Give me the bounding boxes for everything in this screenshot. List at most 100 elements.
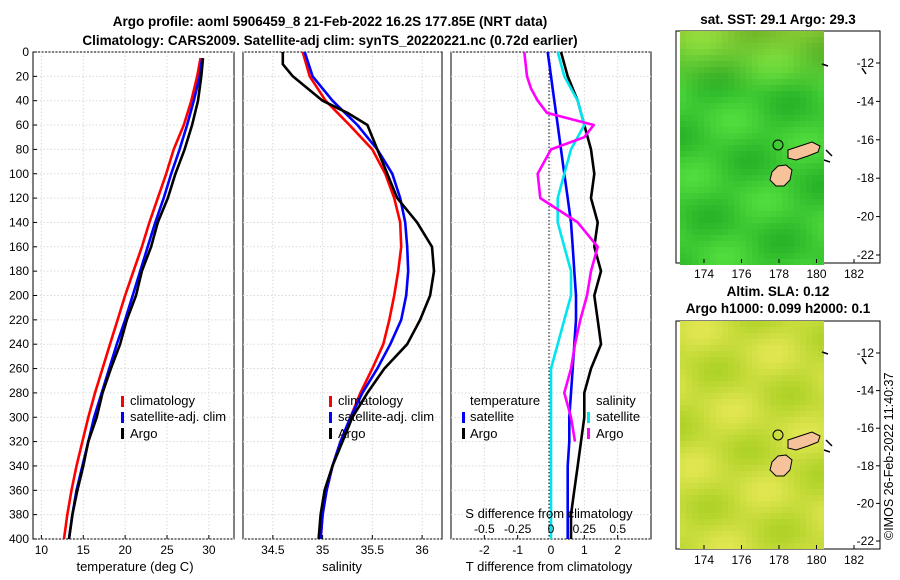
map-cell bbox=[800, 465, 806, 471]
map-cell bbox=[758, 253, 764, 259]
map-cell bbox=[746, 465, 752, 471]
map-cell bbox=[734, 375, 740, 381]
map-cell bbox=[740, 465, 746, 471]
map-cell bbox=[794, 181, 800, 187]
map-cell bbox=[818, 229, 824, 235]
map-cell bbox=[704, 453, 710, 459]
map-cell bbox=[680, 345, 686, 351]
map-cell bbox=[704, 333, 710, 339]
map-cell bbox=[764, 241, 770, 247]
map-cell bbox=[758, 43, 764, 49]
map-cell bbox=[716, 109, 722, 115]
map-cell bbox=[686, 375, 692, 381]
map-cell bbox=[710, 495, 716, 501]
map-cell bbox=[770, 477, 776, 483]
map-cell bbox=[716, 387, 722, 393]
map-cell bbox=[794, 259, 800, 265]
map-cell bbox=[812, 375, 818, 381]
map-cell bbox=[776, 121, 782, 127]
map-cell bbox=[704, 507, 710, 513]
s-tick-label: 0.5 bbox=[609, 522, 626, 536]
map-cell bbox=[686, 345, 692, 351]
map-cell bbox=[728, 333, 734, 339]
map-cell bbox=[812, 73, 818, 79]
map-cell bbox=[806, 423, 812, 429]
map-cell bbox=[812, 37, 818, 43]
map-cell bbox=[800, 127, 806, 133]
map-cell bbox=[686, 339, 692, 345]
map-cell bbox=[794, 321, 800, 327]
map-cell bbox=[758, 67, 764, 73]
map-cell bbox=[692, 375, 698, 381]
map-cell bbox=[704, 489, 710, 495]
map-cell bbox=[704, 163, 710, 169]
map-cell bbox=[710, 459, 716, 465]
map-cell bbox=[776, 447, 782, 453]
map-cell bbox=[722, 405, 728, 411]
map-cell bbox=[740, 133, 746, 139]
map-cell bbox=[818, 193, 824, 199]
map-cell bbox=[812, 223, 818, 229]
map-cell bbox=[728, 321, 734, 327]
map-cell bbox=[788, 253, 794, 259]
s-difference-ticks: -0.5 -0.25 0 0.25 0.5 bbox=[474, 522, 626, 536]
map-cell bbox=[812, 447, 818, 453]
map-cell bbox=[716, 525, 722, 531]
map-cell bbox=[788, 501, 794, 507]
map-cell bbox=[788, 43, 794, 49]
map-cell bbox=[812, 175, 818, 181]
map-cell bbox=[818, 501, 824, 507]
map-cell bbox=[776, 501, 782, 507]
map-cell bbox=[800, 187, 806, 193]
map-cell bbox=[698, 103, 704, 109]
difference-panel: -2 -1 0 1 2 T difference from climatology S … bbox=[450, 51, 652, 574]
map-cell bbox=[698, 333, 704, 339]
map-cell bbox=[746, 447, 752, 453]
map-cell bbox=[746, 109, 752, 115]
map-cell bbox=[770, 483, 776, 489]
map-cell bbox=[710, 247, 716, 253]
map-cell bbox=[800, 429, 806, 435]
map-cell bbox=[758, 37, 764, 43]
map-cell bbox=[686, 369, 692, 375]
map-cell bbox=[794, 453, 800, 459]
map-cell bbox=[716, 67, 722, 73]
map-cell bbox=[758, 151, 764, 157]
map-cell bbox=[812, 79, 818, 85]
map-cell bbox=[800, 333, 806, 339]
map-cell bbox=[758, 351, 764, 357]
map-cell bbox=[788, 345, 794, 351]
map-cell bbox=[746, 441, 752, 447]
map-cell bbox=[782, 411, 788, 417]
map-cell bbox=[782, 91, 788, 97]
map-cell bbox=[794, 121, 800, 127]
map-cell bbox=[698, 31, 704, 37]
map-cell bbox=[704, 109, 710, 115]
map-cell bbox=[692, 465, 698, 471]
map-cell bbox=[698, 193, 704, 199]
map-cell bbox=[782, 103, 788, 109]
map-cell bbox=[716, 91, 722, 97]
map-cell bbox=[734, 223, 740, 229]
map-cell bbox=[788, 85, 794, 91]
map-cell bbox=[716, 483, 722, 489]
map2-title-line1: Altim. SLA: 0.12 bbox=[727, 284, 830, 299]
map-cell bbox=[686, 31, 692, 37]
map-cell bbox=[818, 507, 824, 513]
map-cell bbox=[800, 79, 806, 85]
map-cell bbox=[692, 145, 698, 151]
map-cell bbox=[782, 73, 788, 79]
map-cell bbox=[812, 327, 818, 333]
map-cell bbox=[794, 241, 800, 247]
map-cell bbox=[728, 145, 734, 151]
map-cell bbox=[728, 115, 734, 121]
map-cell bbox=[680, 477, 686, 483]
map-cell bbox=[740, 477, 746, 483]
map-cell bbox=[788, 513, 794, 519]
map-cell bbox=[818, 429, 824, 435]
map-cell bbox=[782, 441, 788, 447]
map-cell bbox=[812, 441, 818, 447]
map-cell bbox=[788, 199, 794, 205]
map-cell bbox=[752, 351, 758, 357]
map-cell bbox=[680, 127, 686, 133]
